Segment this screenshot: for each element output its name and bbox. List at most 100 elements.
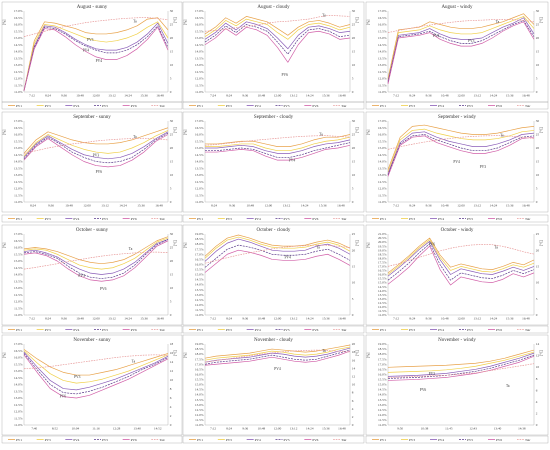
x-tick-label: 16:48: [522, 94, 530, 98]
y-tick-label: 14.5%: [378, 388, 387, 392]
x-tick-label: 15:36: [506, 317, 514, 321]
y-tick-label: 17.0%: [378, 265, 387, 269]
y2-tick-label: 10: [170, 286, 174, 290]
y2-tick-label: 25: [170, 246, 174, 250]
y-tick-label: 15.0%: [195, 383, 204, 387]
y-tick-label: 11.5%: [14, 416, 23, 420]
y2-tick-label: 20: [536, 36, 540, 40]
y-axis-label: [%]: [3, 243, 7, 248]
x-tick-label: 13:12: [101, 204, 109, 208]
panel-title: September - cloudy: [254, 115, 294, 120]
y-tick-label: 14.5%: [14, 153, 23, 157]
y2-tick-label: 16: [170, 351, 174, 355]
legend-label-pv5: PV5: [102, 438, 108, 442]
y2-tick-label: 0: [170, 313, 172, 317]
y2-tick-label: 6: [170, 396, 172, 400]
y-tick-label: 15.5%: [378, 378, 387, 382]
legend-frame: [182, 325, 365, 334]
y-tick-label: 13.5%: [14, 166, 23, 170]
y2-axis-label: [°C]: [356, 127, 360, 133]
y-tick-label: 12.0%: [195, 303, 204, 307]
x-tick-label: 16:48: [522, 317, 530, 321]
y-tick-label: 13.0%: [378, 173, 387, 177]
y-tick-label: 12.5%: [14, 403, 23, 407]
series-annotation: PV4: [96, 59, 103, 63]
legend-label-tair: Tair: [525, 328, 531, 332]
y-tick-label: 12.0%: [195, 413, 204, 417]
y-tick-label: 14.5%: [378, 285, 387, 289]
series-annotation: PV4: [453, 160, 460, 164]
y-tick-label: 11.0%: [378, 423, 387, 427]
y-tick-label: 14.0%: [195, 50, 204, 54]
y-tick-label: 15.0%: [14, 369, 23, 373]
y-tick-label: 12.5%: [195, 298, 204, 302]
series-line-pv6: [387, 245, 535, 286]
series-line-pv3: [205, 136, 351, 152]
y-tick-label: 12.5%: [195, 408, 204, 412]
x-tick-label: 12:00: [457, 204, 465, 208]
y2-tick-label: 4: [536, 400, 538, 404]
y-tick-label: 13.0%: [14, 286, 23, 290]
y-tick-label: 17.0%: [14, 9, 23, 13]
panel-1: August - cloudy 11.0% 11.5% 12.0% 12.5% 13.0%…: [182, 1, 365, 103]
panel-title: August - cloudy: [257, 5, 290, 10]
y-axis-label: [%]: [184, 20, 188, 25]
y2-tick-label: 14: [352, 366, 356, 370]
series-line-tair: [23, 251, 169, 270]
legend-label-pv4: PV4: [438, 104, 444, 108]
x-tick-label: 13:12: [473, 204, 481, 208]
y2-tick-label: 30: [352, 119, 356, 123]
y2-tick-label: 15: [170, 160, 174, 164]
series-line-pv5: [387, 354, 535, 379]
legend-row: PV1 PV3 PV4 PV5 PV6 Tair: [365, 214, 549, 223]
x-tick-label: 9:36: [61, 94, 67, 98]
x-tick-label: 16:48: [155, 204, 163, 208]
y-tick-label: 17.0%: [14, 342, 23, 346]
series-line-pv3: [23, 350, 169, 384]
y-tick-label: 16.5%: [14, 126, 23, 130]
y-tick-label: 14.5%: [378, 43, 387, 47]
legend-label-pv4: PV4: [438, 438, 444, 442]
legend-label-pv1: PV1: [380, 438, 386, 442]
y-tick-label: 16.0%: [378, 273, 387, 277]
legend-label-pv3: PV3: [409, 438, 415, 442]
series-annotation: Ta: [132, 360, 136, 364]
series-annotation: PV4: [289, 159, 296, 163]
y-tick-label: 11.5%: [195, 308, 204, 312]
y2-tick-label: 25: [352, 23, 356, 27]
legend-label-pv3: PV3: [226, 438, 232, 442]
legend-label-tair: Tair: [159, 104, 165, 108]
y2-tick-label: 5: [536, 187, 538, 191]
x-tick-label: 14:24: [490, 204, 498, 208]
y-tick-label: 14.5%: [195, 388, 204, 392]
y-tick-label: 12.5%: [378, 301, 387, 305]
panel-frame: [365, 1, 549, 103]
y-tick-label: 15.5%: [14, 139, 23, 143]
y2-axis-label: [°C]: [174, 350, 178, 356]
y-tick-label: 16.0%: [195, 23, 204, 27]
x-tick-label: 12:00: [83, 204, 91, 208]
y-tick-label: 11.5%: [195, 83, 204, 87]
legend-label-pv1: PV1: [197, 104, 203, 108]
y2-tick-label: 0: [170, 200, 172, 204]
x-tick-label: 9:36: [229, 204, 235, 208]
legend-label-pv4: PV4: [73, 217, 79, 221]
series-annotation: Ta: [496, 20, 500, 24]
series-line-pv4: [387, 240, 535, 277]
x-tick-label: 7:12: [29, 94, 35, 98]
panel-3: September - sunny 11.0% 11.5% 12.0% 12.5% 13.…: [1, 111, 183, 213]
y-tick-label: 13.0%: [195, 63, 204, 67]
y-tick-label: 11.5%: [195, 418, 204, 422]
x-tick-label: 8:24: [409, 317, 415, 321]
legend-label-pv5: PV5: [284, 328, 290, 332]
y2-tick-label: 0: [170, 423, 172, 427]
panel-title: October - cloudy: [257, 228, 291, 233]
x-tick-label: 9:36: [426, 94, 432, 98]
x-tick-label: 12:00: [457, 94, 465, 98]
y-tick-label: 19.0%: [378, 248, 387, 252]
x-tick-label: 13:12: [290, 94, 298, 98]
y2-tick-label: 0: [170, 90, 172, 94]
y-tick-label: 19.0%: [195, 232, 204, 236]
y2-axis-label: [°C]: [174, 127, 178, 133]
y-tick-label: 13.5%: [378, 398, 387, 402]
